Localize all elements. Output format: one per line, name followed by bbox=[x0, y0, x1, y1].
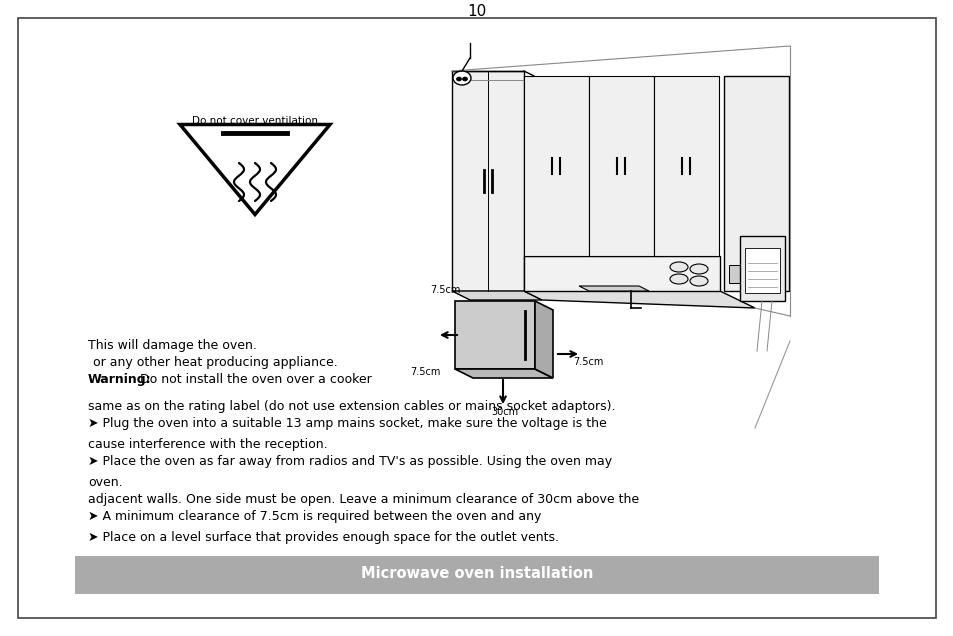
Bar bbox=[728, 265, 783, 283]
Text: adjacent walls. One side must be open. Leave a minimum clearance of 30cm above t: adjacent walls. One side must be open. L… bbox=[88, 493, 639, 506]
Polygon shape bbox=[588, 76, 654, 256]
Polygon shape bbox=[455, 369, 553, 378]
Polygon shape bbox=[180, 125, 330, 214]
Polygon shape bbox=[523, 291, 754, 308]
Text: Microwave oven installation: Microwave oven installation bbox=[360, 565, 593, 581]
Text: 7.5cm: 7.5cm bbox=[410, 367, 439, 377]
Polygon shape bbox=[452, 71, 523, 291]
Text: ➤ Place the oven as far away from radios and TV's as possible. Using the oven ma: ➤ Place the oven as far away from radios… bbox=[88, 455, 612, 468]
Text: Do not cover ventilation
on top of microwave,
outer casing can get
extremely hot: Do not cover ventilation on top of micro… bbox=[192, 116, 317, 168]
Polygon shape bbox=[654, 76, 719, 256]
Polygon shape bbox=[523, 76, 588, 256]
Bar bbox=[75, 556, 878, 594]
Ellipse shape bbox=[689, 264, 707, 274]
Ellipse shape bbox=[462, 77, 467, 81]
Text: Warning:: Warning: bbox=[88, 373, 152, 386]
Text: 7.5cm: 7.5cm bbox=[430, 285, 459, 295]
Text: 7.5cm: 7.5cm bbox=[573, 357, 602, 367]
Polygon shape bbox=[523, 256, 720, 291]
Ellipse shape bbox=[456, 77, 461, 81]
Text: 30cm: 30cm bbox=[491, 407, 518, 417]
Ellipse shape bbox=[453, 71, 471, 85]
Ellipse shape bbox=[669, 262, 687, 272]
Text: This will damage the oven.: This will damage the oven. bbox=[88, 339, 256, 352]
Text: same as on the rating label (do not use extension cables or mains socket adaptor: same as on the rating label (do not use … bbox=[88, 400, 615, 413]
Text: oven.: oven. bbox=[88, 476, 123, 489]
Ellipse shape bbox=[669, 274, 687, 284]
Polygon shape bbox=[455, 301, 535, 369]
Polygon shape bbox=[723, 76, 788, 291]
Bar bbox=[744, 248, 780, 293]
Text: ➤ A minimum clearance of 7.5cm is required between the oven and any: ➤ A minimum clearance of 7.5cm is requir… bbox=[88, 510, 540, 523]
Text: ➤ Plug the oven into a suitable 13 amp mains socket, make sure the voltage is th: ➤ Plug the oven into a suitable 13 amp m… bbox=[88, 417, 606, 430]
Polygon shape bbox=[535, 301, 553, 378]
Bar bbox=[740, 236, 784, 301]
Ellipse shape bbox=[689, 276, 707, 286]
Polygon shape bbox=[578, 286, 648, 291]
Text: cause interference with the reception.: cause interference with the reception. bbox=[88, 438, 327, 451]
Text: 10: 10 bbox=[467, 4, 486, 18]
Polygon shape bbox=[452, 291, 541, 300]
Text: Do not install the oven over a cooker: Do not install the oven over a cooker bbox=[140, 373, 372, 386]
Text: or any other heat producing appliance.: or any other heat producing appliance. bbox=[92, 356, 337, 369]
Text: ➤ Place on a level surface that provides enough space for the outlet vents.: ➤ Place on a level surface that provides… bbox=[88, 531, 558, 544]
